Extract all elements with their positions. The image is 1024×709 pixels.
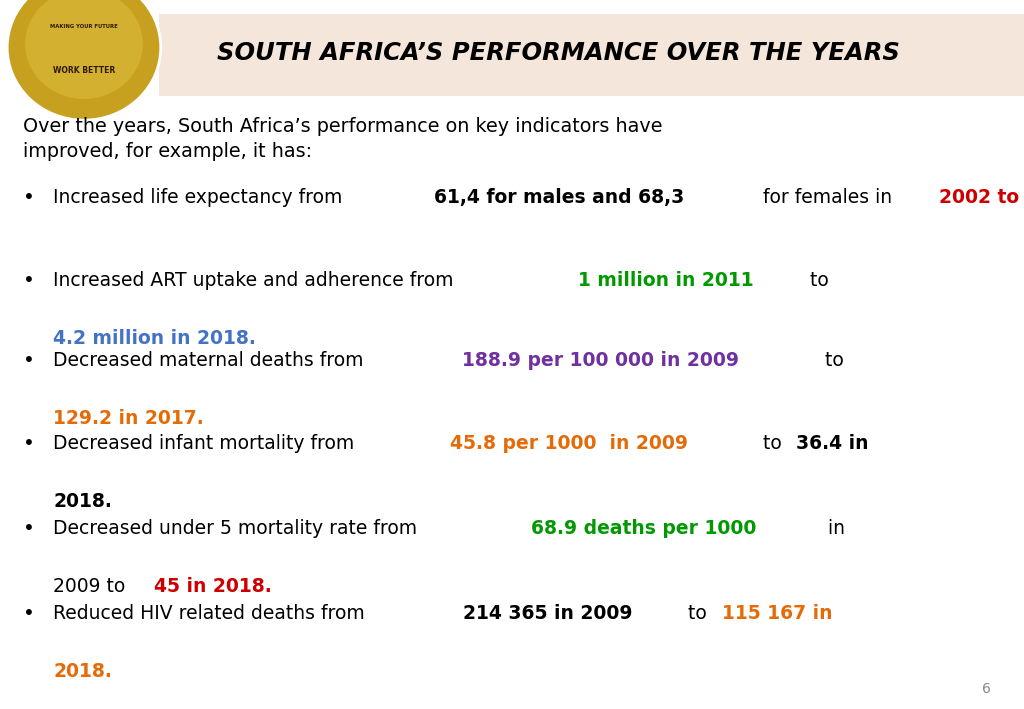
Text: 4.2 million in 2018.: 4.2 million in 2018. [53,329,256,348]
Text: 2009 to: 2009 to [53,577,131,596]
Text: •: • [23,519,35,538]
Text: •: • [23,271,35,290]
Text: 2002 to 64,5 and 71,5 in 2018: 2002 to 64,5 and 71,5 in 2018 [939,188,1024,207]
Text: Increased ART uptake and adherence from: Increased ART uptake and adherence from [53,271,460,290]
Text: to: to [682,604,713,623]
Text: Decreased maternal deaths from: Decreased maternal deaths from [53,351,370,370]
Text: 36.4 in: 36.4 in [797,434,869,453]
Text: Over the years, South Africa’s performance on key indicators have
improved, for : Over the years, South Africa’s performan… [23,117,663,161]
Text: 6: 6 [982,682,991,696]
Text: 61,4 for males and 68,3: 61,4 for males and 68,3 [434,188,685,207]
Text: Decreased infant mortality from: Decreased infant mortality from [53,434,360,453]
Text: to: to [757,434,787,453]
Text: WORK BETTER: WORK BETTER [53,67,115,75]
Text: 214 365 in 2009: 214 365 in 2009 [463,604,633,623]
Text: 2018.: 2018. [53,662,112,681]
Text: •: • [23,604,35,623]
Text: 2018.: 2018. [53,492,112,511]
FancyBboxPatch shape [159,14,1024,96]
Text: 1 million in 2011: 1 million in 2011 [578,271,754,290]
Ellipse shape [25,0,143,99]
Text: to: to [819,351,844,370]
Text: to: to [805,271,829,290]
Text: •: • [23,188,35,207]
Text: 68.9 deaths per 1000: 68.9 deaths per 1000 [530,519,756,538]
Text: 115 167 in: 115 167 in [722,604,833,623]
Ellipse shape [7,0,161,120]
Text: 188.9 per 100 000 in 2009: 188.9 per 100 000 in 2009 [462,351,738,370]
Text: Reduced HIV related deaths from: Reduced HIV related deaths from [53,604,371,623]
Text: Decreased under 5 mortality rate from: Decreased under 5 mortality rate from [53,519,423,538]
Text: 45 in 2018.: 45 in 2018. [155,577,272,596]
Text: for females in: for females in [758,188,898,207]
Text: •: • [23,351,35,370]
Text: MAKING YOUR FUTURE: MAKING YOUR FUTURE [50,24,118,30]
Text: in: in [821,519,845,538]
Text: Increased life expectancy from: Increased life expectancy from [53,188,348,207]
Text: •: • [23,434,35,453]
Text: SOUTH AFRICA’S PERFORMANCE OVER THE YEARS: SOUTH AFRICA’S PERFORMANCE OVER THE YEAR… [217,41,899,65]
Text: 129.2 in 2017.: 129.2 in 2017. [53,409,204,428]
Text: 45.8 per 1000  in 2009: 45.8 per 1000 in 2009 [450,434,688,453]
